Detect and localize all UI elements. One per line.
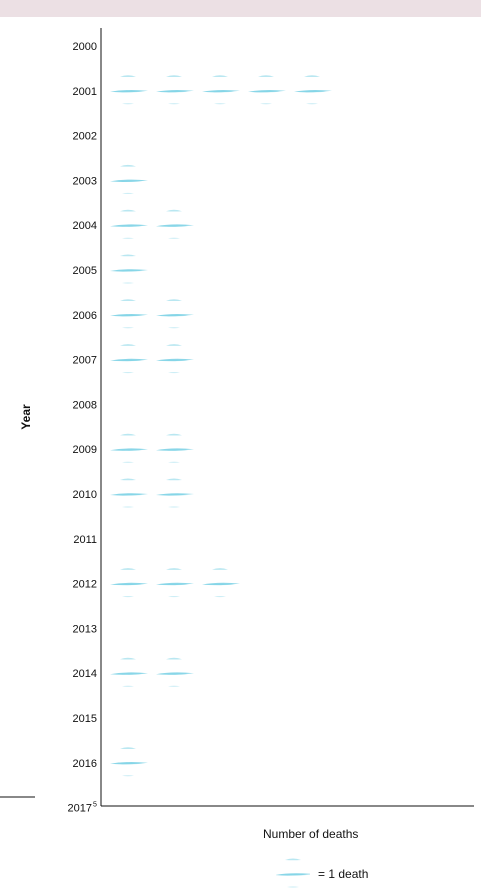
y-tick-label: 2014 [73,668,97,680]
death-icon-mark [294,75,332,105]
death-icon-mark [110,433,148,463]
x-axis-label: Number of deaths [263,827,359,841]
y-tick-label: 2004 [73,220,97,232]
death-icon-mark [156,568,194,598]
death-icon-mark [156,75,194,105]
death-icon-mark [202,568,240,598]
death-icon-mark [156,478,194,508]
death-icon-mark [110,164,148,194]
death-icon-mark [156,433,194,463]
death-icon-mark [248,75,286,105]
death-icon-mark [110,209,148,239]
death-icon-mark [156,344,194,374]
y-tick-label: 2003 [73,175,97,187]
legend-label: = 1 death [318,867,369,881]
y-tick-label: 2009 [73,444,97,456]
y-tick-label: 2006 [73,310,97,322]
feather-icon [276,858,310,888]
top-band [0,0,481,17]
y-tick-label: 2000 [73,41,97,53]
y-axis-label: Year [19,404,33,430]
y-tick-superscript: 5 [93,802,97,809]
death-icon-mark [202,75,240,105]
death-icon-mark [156,657,194,687]
y-tick-label: 2017 [68,803,92,815]
chart-axes [0,28,474,807]
death-icon-mark [110,75,148,105]
death-icon-mark [110,478,148,508]
death-icon-mark [110,747,148,777]
y-tick-labels: 2000 2001 2002 2003 2004 2005 2006 2007 2008 2009… [68,41,97,815]
y-tick-label: 2010 [73,489,97,501]
death-icon-mark [110,344,148,374]
death-icon-mark [110,299,148,329]
death-icon-mark [156,299,194,329]
y-tick-label: 2002 [73,131,97,143]
y-tick-label: 2016 [73,758,97,770]
pictogram-marks [110,75,332,777]
y-tick-label: 2015 [73,713,97,725]
y-tick-label: 2013 [73,623,97,635]
y-tick-label: 2007 [73,355,97,367]
y-tick-label: 2012 [73,579,97,591]
y-tick-label: 2001 [73,86,97,98]
y-tick-label: 2011 [73,534,97,546]
y-tick-label: 2005 [73,265,97,277]
death-icon-mark [110,657,148,687]
y-tick-label: 2008 [73,399,97,411]
death-icon-mark [110,568,148,598]
death-icon-mark [110,254,148,284]
legend: = 1 death [276,858,368,890]
death-icon-mark [156,209,194,239]
